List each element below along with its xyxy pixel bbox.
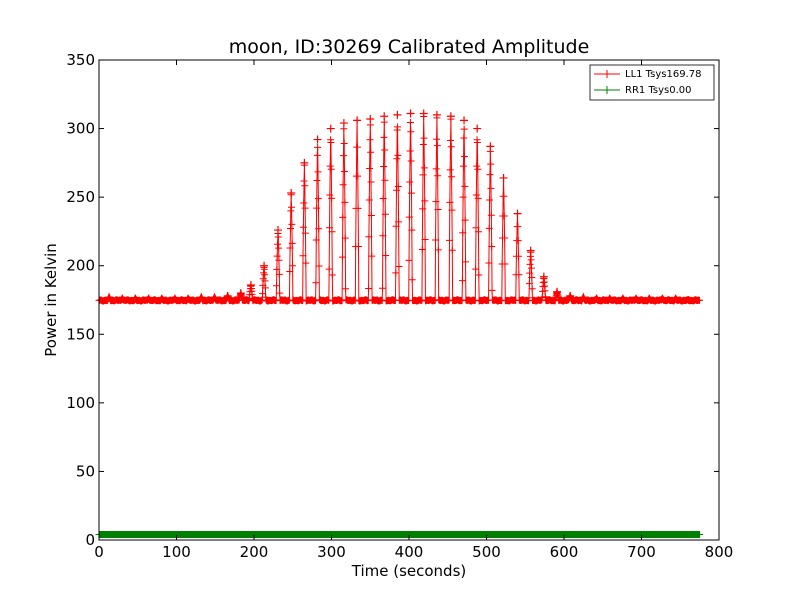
legend-marker-rr1	[603, 86, 611, 94]
series-ll1-peak	[658, 294, 667, 303]
ticks-layer: 0 100 200 300 400 500 600 700 800 0 50 100 150 200 250…	[66, 51, 733, 561]
legend-label-ll1: LL1 Tsys169.78	[625, 69, 701, 80]
x-tick-label: 0	[94, 543, 104, 561]
series-ll1-peak	[671, 294, 680, 303]
x-tick-label: 600	[550, 543, 579, 561]
series-ll1-peak	[446, 112, 455, 121]
series-rr1-markers	[95, 531, 704, 539]
series-ll1-peak	[618, 294, 627, 303]
series-ll1-peak	[513, 209, 522, 218]
series-layer	[95, 109, 704, 539]
y-tick-label: 150	[66, 325, 95, 343]
series-ll1-peak	[684, 296, 693, 304]
x-tick-label: 200	[240, 543, 269, 561]
series-ll1-peak	[197, 293, 206, 302]
series-ll1-peak	[592, 294, 601, 303]
x-tick-label: 300	[317, 543, 346, 561]
x-tick-label: 400	[395, 543, 424, 561]
series-ll1-peak	[313, 135, 322, 144]
series-ll1-peak	[300, 158, 309, 167]
series-ll1-peak	[366, 114, 375, 123]
y-tick-label: 0	[85, 531, 95, 549]
x-tick-label: 700	[627, 543, 656, 561]
chart-title: moon, ID:30269 Calibrated Amplitude	[229, 36, 590, 58]
series-ll1-peak	[157, 294, 166, 303]
y-tick-label: 100	[66, 394, 95, 412]
series-ll1-peak	[645, 294, 654, 303]
series-ll1-peak	[632, 294, 641, 303]
series-ll1-peak	[326, 124, 335, 133]
legend-marker-ll1	[603, 70, 611, 78]
series-ll1-peak	[287, 189, 296, 198]
series-ll1-peak	[473, 124, 482, 133]
series-ll1-peak	[393, 110, 402, 119]
series-ll1-peak	[210, 293, 219, 302]
series-ll1-peak	[553, 287, 562, 296]
series-ll1-peak	[605, 294, 614, 303]
y-tick-label: 250	[66, 188, 95, 206]
y-tick-label: 300	[66, 120, 95, 138]
x-tick-label: 100	[162, 543, 191, 561]
y-axis-title: Power in Kelvin	[42, 243, 60, 357]
series-ll1-peak	[274, 226, 283, 235]
series-ll1-peak	[432, 110, 441, 119]
series-ll1-peak	[380, 112, 389, 121]
series-ll1-peak	[170, 294, 179, 303]
series-rr1	[95, 531, 704, 539]
series-ll1-peak	[236, 289, 245, 298]
legend: LL1 Tsys169.78 RR1 Tsys0.00	[589, 64, 715, 101]
series-ll1-peak	[260, 261, 269, 270]
legend-label-rr1: RR1 Tsys0.00	[625, 85, 692, 96]
series-ll1-peak	[406, 109, 415, 118]
x-tick-label: 500	[472, 543, 501, 561]
series-ll1-peak	[353, 116, 362, 125]
series-ll1	[95, 109, 704, 305]
series-ll1-peak	[566, 291, 575, 300]
series-ll1-peak	[105, 293, 114, 302]
series-ll1-peak	[144, 294, 153, 303]
series-ll1-peak	[526, 246, 535, 255]
x-tick-label: 800	[705, 543, 734, 561]
series-ll1-peak	[539, 272, 548, 281]
series-ll1-peak	[419, 109, 428, 118]
series-ll1-peak	[499, 173, 508, 182]
legend-box	[589, 64, 715, 101]
series-ll1-peak	[339, 119, 348, 128]
series-ll1-peak	[184, 294, 193, 303]
y-tick-label: 200	[66, 257, 95, 275]
series-ll1-peak	[460, 116, 469, 125]
x-axis-title: Time (seconds)	[351, 562, 467, 580]
series-ll1-peak	[223, 291, 232, 300]
series-ll1-peak	[131, 294, 140, 303]
y-tick-label: 50	[76, 462, 95, 480]
series-ll1-peak	[579, 293, 588, 302]
series-ll1-peak	[246, 280, 255, 289]
series-ll1-peak	[486, 142, 495, 151]
y-tick-label: 350	[66, 51, 95, 69]
series-ll1-peak	[118, 294, 127, 303]
